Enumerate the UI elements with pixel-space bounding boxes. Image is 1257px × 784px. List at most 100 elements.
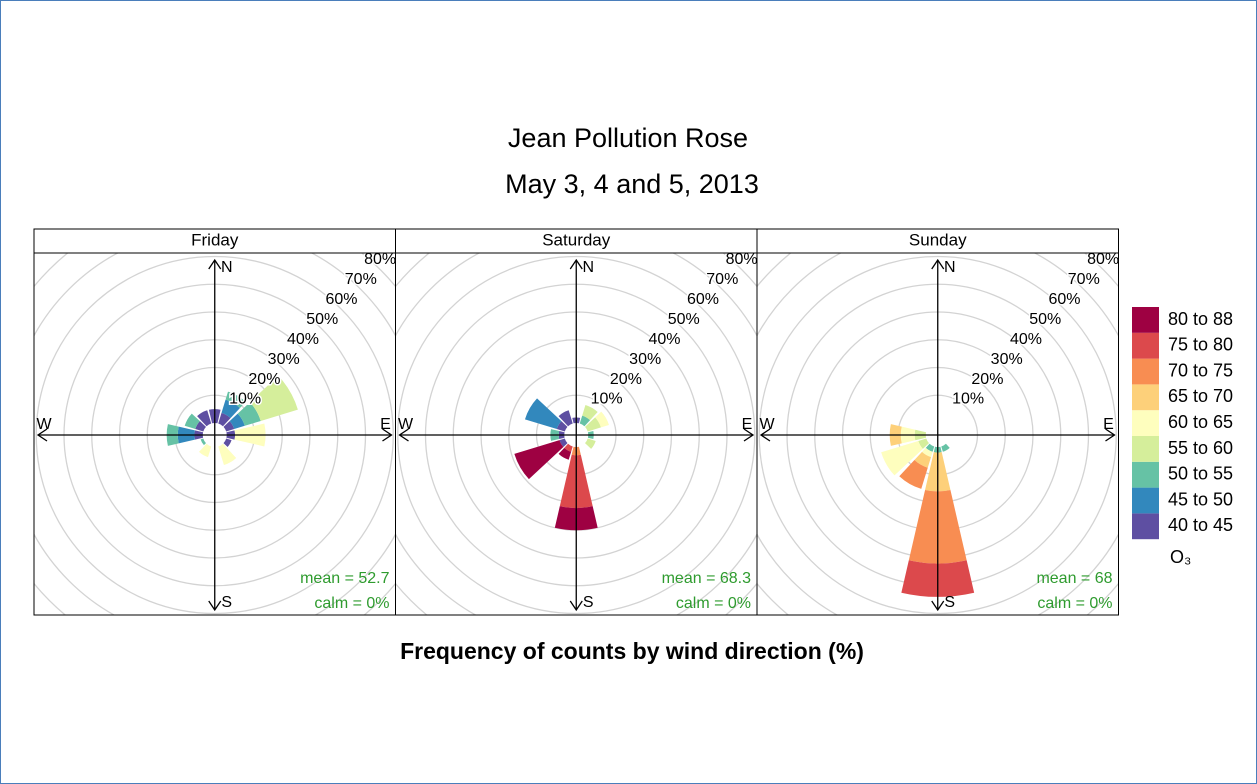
r-tick-label: 30% [991,351,1023,368]
r-tick-label: 50% [306,311,338,328]
wedge [195,421,206,432]
wedge [225,391,246,408]
wedge [197,410,212,427]
compass-label: N [221,259,233,276]
arrow-head [569,258,583,270]
calm-label: calm = 0% [314,595,389,612]
legend-label: 60 to 65 [1168,412,1233,432]
r-tick-label: 10% [591,391,623,408]
r-tick-label: 20% [610,371,642,388]
r-tick-label: 40% [1010,331,1042,348]
compass-label: W [398,416,414,433]
arrow-head [1105,428,1116,442]
panel-border [756,252,1119,616]
r-tick-label: 10% [952,391,984,408]
legend-swatch [1132,513,1159,540]
arrow-head [398,428,409,442]
wedge [941,443,950,452]
calm-label: calm = 0% [676,595,751,612]
wedge [579,415,591,427]
compass-label: S [944,594,955,611]
compass-label: E [380,416,391,433]
compass-label: S [221,594,232,611]
wedge [595,411,609,428]
grid-ring [397,255,756,615]
wedge [914,451,931,468]
arrow-head [931,600,945,612]
panel-label: Sunday [909,230,967,249]
legend-swatch [1132,487,1159,514]
r-tick-label: 60% [326,291,358,308]
legend-label: 50 to 55 [1168,464,1233,484]
r-tick-label: 70% [706,271,738,288]
r-tick-label: 10% [229,391,261,408]
wedge [198,443,212,458]
r-tick-label: 50% [1029,311,1061,328]
wedge [564,443,573,452]
compass-label: W [759,416,775,433]
legend-label: 80 to 88 [1168,309,1233,329]
legend-label: 45 to 50 [1168,489,1233,509]
arrow-head [208,600,222,612]
legend-label: 75 to 80 [1168,335,1233,355]
r-tick-label: 60% [1049,291,1081,308]
wedge [223,421,235,432]
wedge [223,438,232,447]
r-tick-label: 50% [668,311,700,328]
wedge [585,438,596,449]
wedge [249,375,298,421]
legend-swatch [1132,358,1159,385]
grid-ring [758,255,1117,615]
r-tick-label: 40% [287,331,319,348]
r-tick-label: 80% [364,251,396,268]
compass-label: N [944,259,956,276]
r-tick-label: 30% [629,351,661,368]
r-tick-label: 30% [268,351,300,368]
legend-swatch [1132,410,1159,436]
wedge [582,404,598,421]
calm-label: calm = 0% [1037,595,1112,612]
r-tick-label: 20% [971,371,1003,388]
wedge [899,460,928,489]
compass-label: E [1103,416,1114,433]
wedge [514,440,564,480]
wedge [556,421,568,432]
wedge [558,447,572,460]
arrow-head [208,258,222,270]
legend-swatch [1132,384,1159,411]
arrow-head [382,428,393,442]
chart-title: Jean Pollution Rose [508,123,748,153]
wedge [524,398,562,430]
panel-label: Saturday [542,230,611,249]
r-tick-label: 80% [1087,251,1119,268]
r-tick-label: 80% [726,251,758,268]
mean-label: mean = 68.3 [662,570,752,587]
mean-label: mean = 52.7 [300,570,390,587]
wedge [559,438,568,447]
r-tick-label: 40% [648,331,680,348]
legend-swatch [1132,307,1159,333]
mean-label: mean = 68 [1036,570,1112,587]
wedge [921,447,933,458]
wedge [237,402,261,426]
compass-label: N [582,259,594,276]
compass-label: S [583,594,594,611]
arrow-head [931,258,945,270]
wedge [221,399,240,419]
wedge [200,438,206,446]
r-tick-label: 70% [1068,271,1100,288]
arrow-head [36,428,48,442]
compass-label: E [742,416,753,433]
legend-swatch [1132,461,1159,488]
r-tick-label: 60% [687,291,719,308]
legend-label: 65 to 70 [1168,386,1233,406]
arrow-head [759,428,771,442]
wedge [184,413,200,430]
grid-ring [35,255,394,615]
wedge [585,417,601,432]
legend-swatch [1132,436,1159,462]
legend-label: 40 to 45 [1168,515,1233,535]
arrow-head [569,600,583,612]
legend-title: O₃ [1170,547,1191,567]
